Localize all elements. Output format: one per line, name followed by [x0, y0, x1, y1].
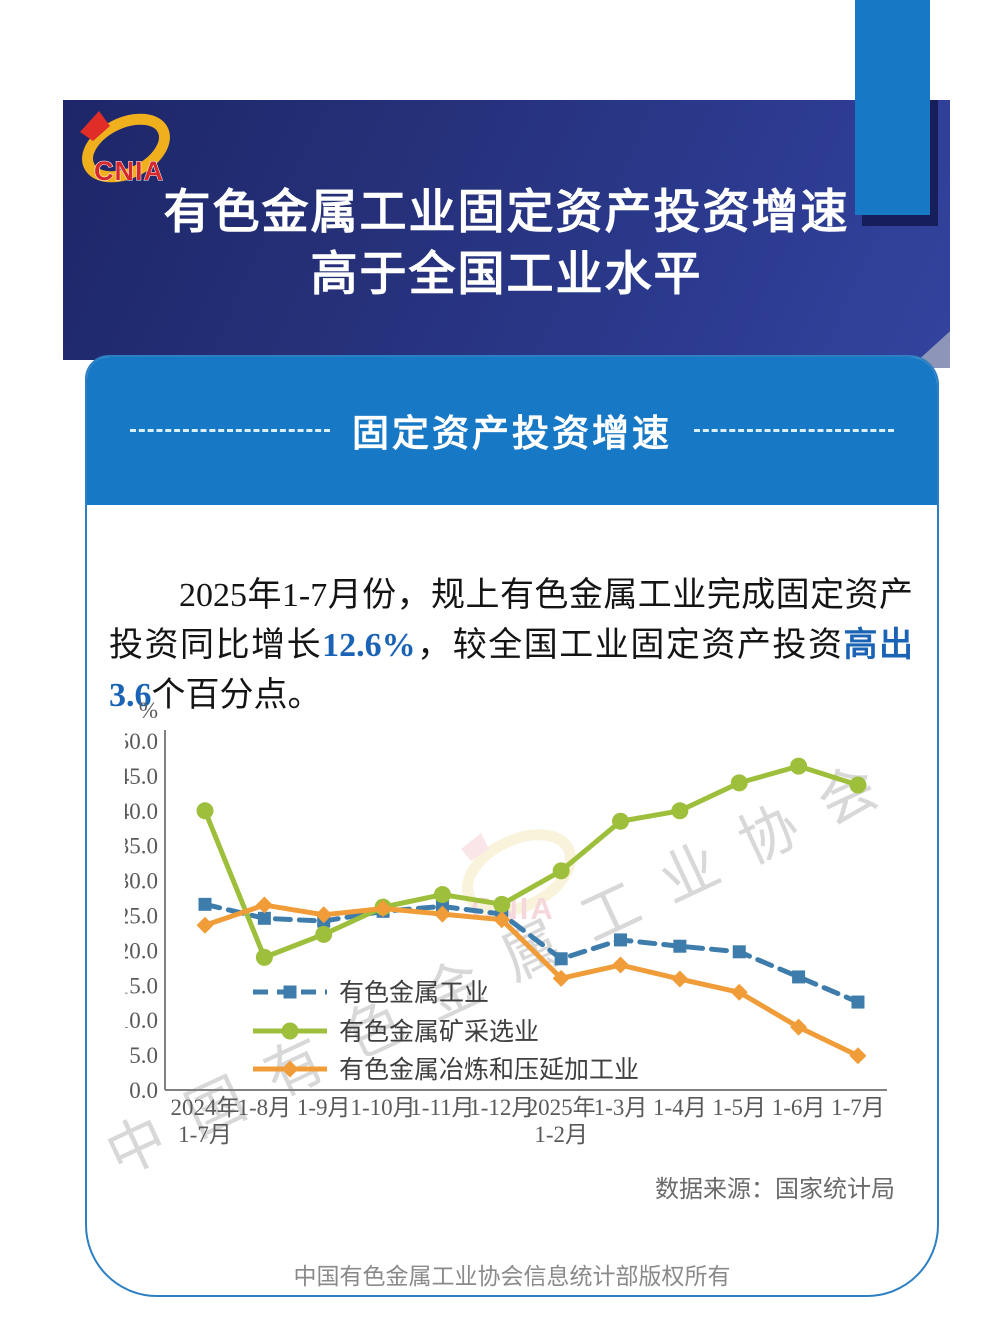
y-axis-unit: % [139, 702, 158, 723]
legend-label: 有色金属工业 [339, 979, 489, 1007]
accent-bar [855, 0, 930, 215]
y-tick-label: 10.0 [125, 1008, 158, 1033]
dash-line-right [694, 428, 894, 432]
x-tick-label: 1-5月 [712, 1095, 766, 1120]
data-point-marker [493, 911, 511, 929]
source-note: 数据来源：国家统计局 [655, 1176, 895, 1203]
x-tick-label: 1-8月 [238, 1095, 292, 1120]
data-point-marker [790, 757, 808, 775]
x-tick-label: 1-11月 [410, 1095, 474, 1120]
legend-marker [283, 985, 297, 999]
x-tick-label: 1-12月 [469, 1095, 534, 1120]
logo-text: CNIA [94, 156, 164, 186]
x-tick-label: 1-6月 [772, 1095, 826, 1120]
cnia-logo-graphic: CNIA [80, 111, 170, 187]
data-point-marker [552, 862, 570, 880]
x-tick-label: 1-9月 [297, 1095, 351, 1120]
footer-copyright: 中国有色金属工业协会信息统计部版权所有 [293, 1263, 731, 1289]
x-tick-label: 1-4月 [653, 1095, 707, 1120]
chart-svg: 0.0 5.0 10.0 15.0 20.0 25.0 30.0 35.0 40.0 45.0 50… [118, 698, 887, 1147]
data-point-marker [196, 916, 214, 934]
data-point-marker [433, 905, 451, 923]
data-point-marker [554, 952, 568, 966]
data-point-marker [315, 925, 333, 943]
chart-area: 0.0 5.0 10.0 15.0 20.0 25.0 30.0 35.0 40.0 45.0 50… [118, 698, 905, 1152]
cnia-logo: CNIA [72, 106, 176, 198]
legend-marker [281, 1022, 299, 1040]
logo-ring [82, 113, 170, 183]
logo-flame [80, 111, 110, 141]
data-point-marker [671, 802, 689, 820]
data-point-marker [198, 897, 212, 911]
y-tick-label: 25.0 [125, 904, 158, 929]
data-point-marker [315, 906, 333, 924]
y-tick-label: 30.0 [125, 869, 158, 894]
dash-line-left [130, 428, 330, 432]
y-tick-label: 20.0 [125, 938, 158, 963]
x-tick-label: 1-7月 [178, 1122, 232, 1147]
y-tick-label: 0.0 [129, 1078, 158, 1103]
data-point-marker [552, 969, 570, 987]
x-tick-label: 2024年 [171, 1095, 240, 1120]
paragraph-segment: 个百分点。 [151, 677, 322, 714]
paragraph-segment: ，较全国工业固定资产投资 [415, 627, 844, 664]
x-tick-label: 1-10月 [350, 1095, 415, 1120]
data-point-marker [196, 802, 214, 820]
data-point-marker [493, 895, 511, 913]
y-tick-label: 40.0 [125, 799, 158, 824]
x-tick-label: 1-3月 [594, 1095, 648, 1120]
data-point-marker [792, 970, 806, 984]
data-point-marker [614, 933, 628, 947]
paragraph-segment: 12.6% [322, 627, 416, 664]
series-line [202, 901, 861, 1005]
section-title: 固定资产投资增速 [352, 413, 672, 454]
data-point-marker [732, 945, 746, 959]
paragraph-segment: 2025年1-7月份，规上有色金属工业完成固定资产投资同比增长 [109, 577, 913, 664]
legend-marker [281, 1060, 299, 1078]
y-tick-label: 35.0 [125, 834, 158, 859]
x-tick-label: 1-2月 [534, 1122, 588, 1147]
data-point-marker [257, 911, 271, 925]
data-point-marker [673, 939, 687, 953]
series-line [202, 763, 861, 960]
data-point-marker [730, 983, 748, 1001]
data-point-marker [671, 970, 689, 988]
page-title: 有色金属工业固定资产投资增速 高于全国工业水平 [63, 182, 950, 306]
body-paragraph: 2025年1-7月份，规上有色金属工业完成固定资产投资同比增长12.6%，较全国… [109, 571, 913, 721]
x-tick-label: 1-7月 [831, 1095, 885, 1120]
data-point-marker [851, 995, 865, 1009]
data-point-marker [849, 1047, 867, 1065]
data-point-marker [612, 956, 630, 974]
data-point-marker [849, 776, 867, 794]
data-point-marker [790, 1018, 808, 1036]
y-tick-label: 15.0 [125, 973, 158, 998]
data-point-marker [255, 948, 273, 966]
page-title-line1: 有色金属工业固定资产投资增速 [163, 187, 850, 239]
data-point-marker [730, 774, 748, 792]
paragraph-segment: 高出3.6 [109, 627, 914, 714]
y-tick-label: 45.0 [125, 764, 158, 789]
legend-label: 有色金属冶炼和压延加工业 [339, 1056, 639, 1084]
header-banner: 有色金属工业固定资产投资增速 高于全国工业水平 [63, 100, 950, 360]
data-point-marker [255, 896, 273, 914]
legend-label: 有色金属矿采选业 [339, 1018, 539, 1046]
y-tick-label: 50.0 [125, 729, 158, 754]
y-tick-label: 5.0 [129, 1043, 158, 1068]
data-point-marker [374, 900, 392, 918]
x-tick-label: 2025年 [527, 1095, 596, 1120]
page-title-line2: 高于全国工业水平 [310, 249, 703, 301]
series-line [202, 902, 861, 1059]
section-band: 固定资产投资增速 [87, 357, 937, 505]
data-point-marker [612, 812, 630, 830]
data-point-marker [433, 886, 451, 904]
content-card: 固定资产投资增速 中国有色金属工业协会 CNIA 2025年1-7月份，规上有色… [85, 355, 939, 1297]
